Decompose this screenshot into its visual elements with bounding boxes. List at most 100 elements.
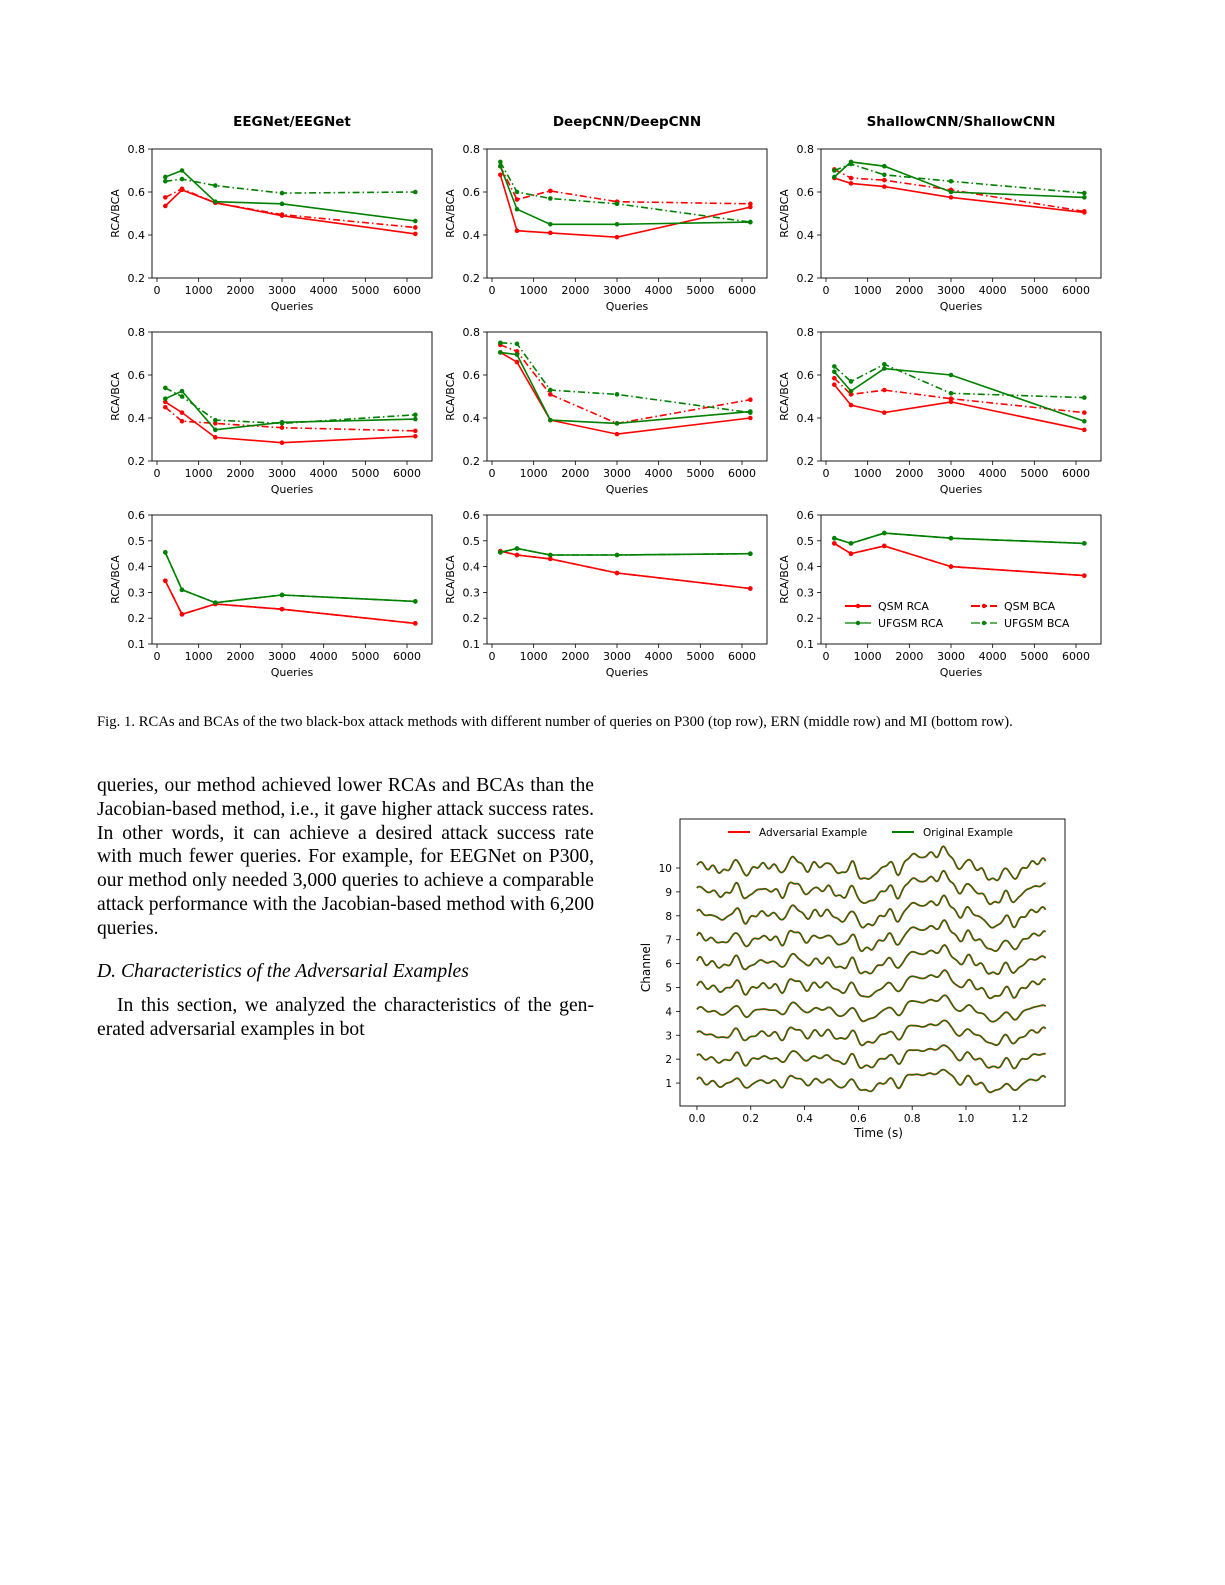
- data-point: [213, 199, 218, 204]
- x-tick-label: 0.0: [689, 1113, 706, 1125]
- y-tick-label: 0.4: [463, 412, 481, 425]
- data-point: [548, 387, 553, 393]
- series-line: [500, 344, 751, 425]
- x-tick-label: 1000: [185, 467, 213, 480]
- data-point: [1082, 209, 1087, 214]
- x-axis-label: Queries: [271, 483, 314, 496]
- series-line: [165, 178, 416, 194]
- data-point: [163, 404, 168, 410]
- x-tick-label: 4000: [979, 284, 1007, 297]
- y-tick-label: 0.5: [797, 535, 815, 548]
- x-tick-label: 5000: [686, 284, 714, 297]
- x-tick-label: 5000: [351, 650, 379, 663]
- text-line: Jacobian-based method, i.e., it gave hig…: [97, 798, 594, 820]
- x-tick-label: 2000: [895, 650, 923, 663]
- chart-panel: 0 1000 2000 3000 4000 5000 6000 0.1 0.2 0.3 0.4 0.5…: [778, 509, 1102, 679]
- x-axis-label: Time (s): [853, 1126, 903, 1140]
- data-point: [163, 174, 168, 180]
- x-tick-label: 1.0: [958, 1113, 975, 1125]
- data-point: [413, 231, 418, 237]
- y-axis-label: RCA/BCA: [778, 555, 791, 604]
- chart-panel: 0 1000 2000 3000 4000 5000 6000 0.2 0.4 0.6 0.8 Que…: [778, 326, 1102, 496]
- data-point: [1082, 418, 1087, 424]
- data-point: [213, 417, 218, 423]
- axes-frame: [151, 331, 433, 462]
- data-point: [614, 221, 620, 227]
- data-point: [413, 412, 418, 418]
- data-point: [848, 175, 854, 181]
- data-point: [548, 230, 553, 236]
- legend-marker: [855, 620, 861, 626]
- x-tick-label: 1.2: [1011, 1113, 1028, 1125]
- data-point: [948, 390, 954, 396]
- y-tick-label: 8: [665, 911, 672, 923]
- axes-frame: [151, 514, 433, 645]
- x-tick-label: 0: [489, 467, 496, 480]
- x-tick-label: 6000: [1062, 284, 1090, 297]
- data-point: [948, 399, 954, 405]
- data-point: [948, 178, 954, 184]
- data-point: [163, 578, 168, 584]
- data-point: [498, 340, 503, 346]
- chart-title: EEGNet/EEGNet: [233, 114, 351, 130]
- data-point: [213, 435, 218, 440]
- data-point: [1082, 541, 1087, 546]
- legend-marker: [981, 620, 987, 626]
- data-point: [848, 551, 854, 556]
- series-line: [164, 552, 416, 604]
- x-tick-label: 1000: [520, 650, 548, 663]
- series-line: [499, 165, 751, 205]
- x-tick-label: 4000: [645, 650, 673, 663]
- data-point: [832, 364, 837, 369]
- y-tick-label: 0.5: [463, 535, 481, 548]
- data-point: [548, 417, 553, 423]
- x-tick-label: 0: [154, 467, 161, 480]
- data-point: [498, 550, 503, 555]
- x-tick-label: 1000: [854, 284, 882, 297]
- y-tick-label: 0.2: [797, 272, 815, 285]
- y-tick-label: 3: [665, 1030, 672, 1042]
- x-axis-label: Queries: [606, 483, 649, 496]
- data-point: [832, 541, 837, 546]
- x-tick-label: 5000: [686, 467, 714, 480]
- data-point: [848, 541, 854, 546]
- x-tick-label: 3000: [937, 650, 965, 663]
- data-point: [882, 543, 887, 549]
- y-tick-label: 0.2: [797, 455, 815, 468]
- data-point: [179, 587, 185, 593]
- original-trace: [696, 994, 1046, 1023]
- y-tick-label: 0.8: [463, 143, 481, 156]
- original-trace: [696, 1044, 1046, 1070]
- data-point: [832, 382, 837, 387]
- section-heading: D. Characteristics of the Adversarial Ex…: [97, 961, 469, 982]
- y-tick-label: 0.4: [128, 229, 146, 242]
- legend: QSM RCA QSM BCA UFGSM RCA UFGSM BCA: [845, 600, 1070, 630]
- data-point: [413, 433, 418, 439]
- x-tick-label: 0: [823, 650, 830, 663]
- eeg-traces: [696, 845, 1047, 1094]
- y-axis-label: Channel: [639, 943, 653, 992]
- data-point: [179, 612, 185, 617]
- data-point: [748, 201, 753, 207]
- data-point: [498, 172, 503, 178]
- data-point: [882, 410, 887, 415]
- text-line: with much fewer queries. For example, fo…: [97, 846, 594, 868]
- x-tick-label: 4000: [310, 284, 338, 297]
- chart-panel: 0 1000 2000 3000 4000 5000 6000 0.1 0.2 0.3 0.4 0.5…: [444, 509, 768, 679]
- y-tick-label: 0.6: [463, 509, 481, 522]
- data-point: [413, 416, 418, 422]
- text-line: queries.: [97, 917, 159, 939]
- data-point: [832, 535, 837, 541]
- adversarial-trace: [696, 845, 1047, 882]
- x-tick-label: 4000: [310, 650, 338, 663]
- y-tick-label: 5: [665, 982, 672, 994]
- y-tick-label: 0.8: [463, 326, 481, 339]
- data-point: [179, 168, 185, 173]
- original-trace: [696, 894, 1047, 929]
- x-tick-label: 4000: [645, 284, 673, 297]
- data-point: [514, 197, 520, 202]
- series-line: [500, 342, 751, 414]
- x-tick-label: 1000: [520, 284, 548, 297]
- x-tick-label: 4000: [979, 467, 1007, 480]
- data-point: [832, 168, 837, 173]
